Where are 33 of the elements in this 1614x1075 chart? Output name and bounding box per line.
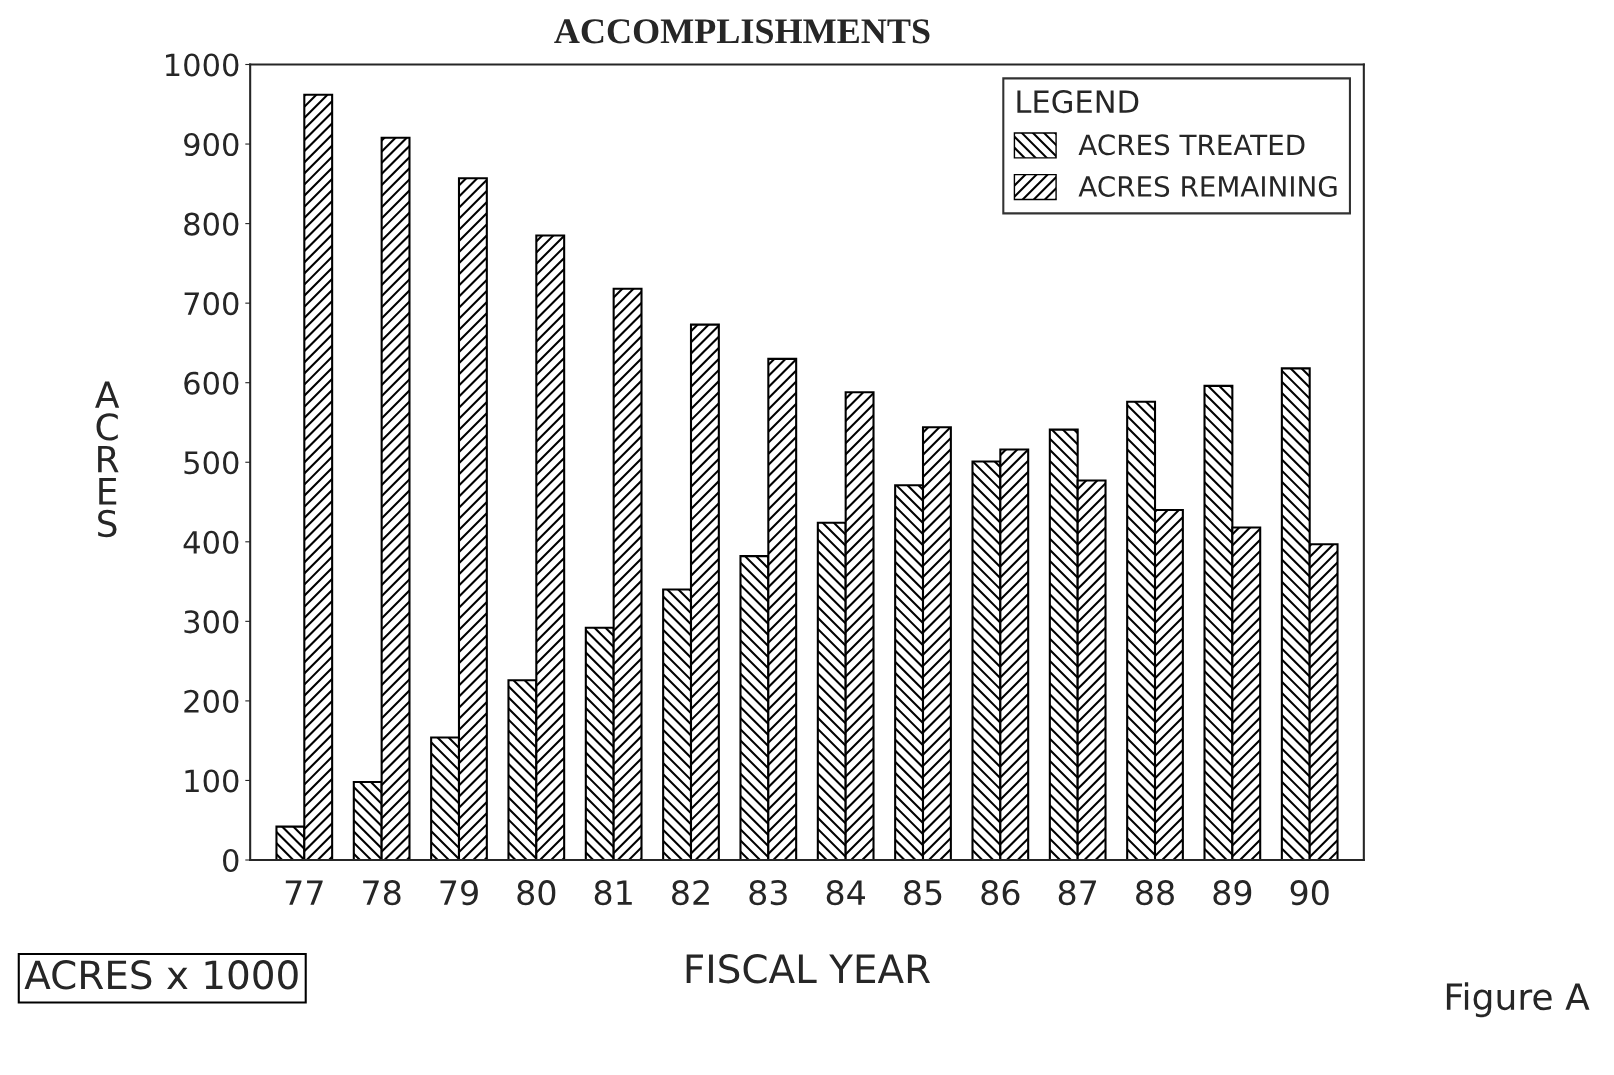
y-tick-label: 700	[184, 292, 239, 316]
y-tick-label: 400	[183, 530, 239, 554]
y-tick-label: 0	[223, 848, 239, 873]
y-tick-label: 500	[184, 451, 239, 475]
x-tick-label: 82	[672, 880, 709, 906]
x-tick-label: 88	[1136, 880, 1174, 906]
y-tick-label: 1000	[166, 53, 239, 77]
legend-label: ACRES TREATED	[1078, 134, 1305, 156]
x-tick-label: 81	[594, 880, 632, 906]
x-tick-label: 85	[904, 880, 942, 906]
x-tick-label: 80	[517, 880, 556, 906]
chart-title: ACCOMPLISHMENTS	[554, 19, 930, 44]
x-tick-label: 90	[1290, 880, 1329, 906]
y-tick-label: 100	[185, 769, 239, 793]
y-tick-label: 900	[184, 132, 239, 157]
x-tick-label: 79	[440, 880, 478, 906]
y-tick-label: 800	[184, 212, 239, 236]
x-tick-label: 84	[826, 880, 866, 906]
x-tick-label: 78	[363, 880, 401, 906]
x-tick-label: 89	[1213, 880, 1252, 906]
y-tick-label: 200	[184, 689, 239, 713]
text: ACRES x 1000	[24, 960, 298, 990]
y-axis-title: ACRES	[95, 381, 120, 538]
y-tick-label: 600	[184, 371, 239, 395]
legend-title: LEGEND	[1017, 90, 1139, 114]
legend-label: ACRES REMAINING	[1078, 175, 1337, 197]
x-tick-label: 87	[1058, 880, 1097, 906]
y-tick-label: 300	[184, 610, 239, 634]
x-axis-title: FISCAL YEAR	[686, 954, 931, 984]
x-tick-label: 86	[981, 880, 1020, 906]
text: Figure A	[1446, 982, 1590, 1018]
x-tick-label: 77	[285, 880, 323, 905]
x-tick-label: 83	[749, 880, 787, 906]
